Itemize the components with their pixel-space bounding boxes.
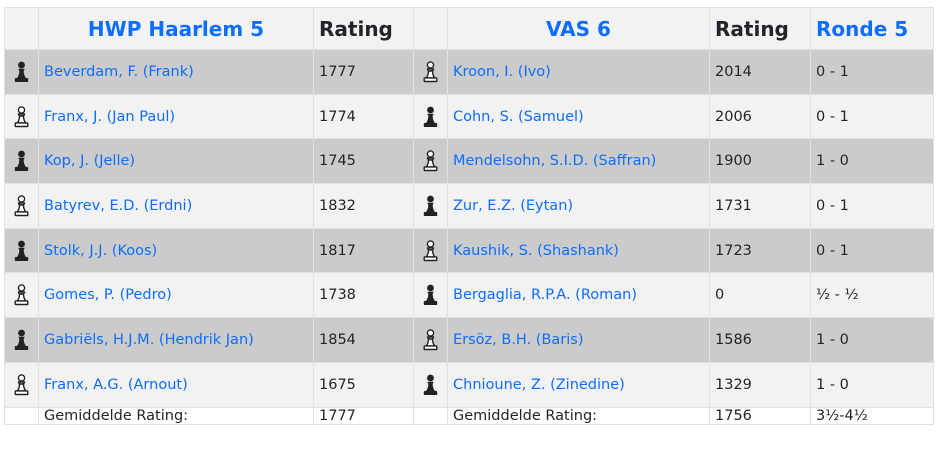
table-row: Batyrev, E.D. (Erdni) 1832 Zur, E.Z. (Eyta…	[4, 183, 934, 229]
table-row: Kop, J. (Jelle) 1745 Mendelsohn, S.I.D. (S…	[4, 138, 934, 185]
home-player-link[interactable]: Gomes, P. (Pedro)	[44, 287, 172, 304]
results-body: Beverdam, F. (Frank) 1777 Kroon, I. (Ivo) 2…	[4, 49, 934, 408]
away-player-cell: Kroon, I. (Ivo)	[447, 49, 710, 95]
away-player-link[interactable]: Bergaglia, R.P.A. (Roman)	[453, 287, 637, 304]
home-team-title[interactable]: HWP Haarlem 5	[38, 7, 314, 50]
home-player-cell: Stolk, J.J. (Koos)	[38, 227, 314, 274]
footer-spacer	[413, 406, 448, 425]
game-result: 0 - 1	[810, 93, 934, 140]
game-result: ½ - ½	[810, 272, 934, 319]
home-player-rating: 1832	[313, 183, 414, 229]
white-pawn-icon	[4, 93, 39, 140]
round-link[interactable]: Ronde 5	[810, 7, 934, 50]
home-average-label: Gemiddelde Rating:	[38, 406, 314, 425]
home-player-cell: Gomes, P. (Pedro)	[38, 272, 314, 319]
away-player-link[interactable]: Chnioune, Z. (Zinedine)	[453, 376, 625, 393]
black-pawn-icon	[4, 227, 39, 274]
home-player-rating: 1777	[313, 49, 414, 95]
away-player-rating: 1900	[709, 138, 811, 185]
home-player-rating: 1774	[313, 93, 414, 140]
away-average-label: Gemiddelde Rating:	[447, 406, 710, 425]
home-player-link[interactable]: Stolk, J.J. (Koos)	[44, 242, 158, 259]
away-player-rating: 2006	[709, 93, 811, 140]
home-player-rating: 1817	[313, 227, 414, 274]
header-row: HWP Haarlem 5 Rating VAS 6 Rating Ronde …	[4, 7, 934, 50]
home-player-link[interactable]: Franx, A.G. (Arnout)	[44, 376, 188, 393]
home-player-cell: Batyrev, E.D. (Erdni)	[38, 183, 314, 229]
black-pawn-icon	[413, 361, 448, 408]
away-rating-header: Rating	[709, 7, 811, 50]
header-spacer	[4, 7, 39, 50]
away-player-rating: 1723	[709, 227, 811, 274]
away-player-link[interactable]: Cohn, S. (Samuel)	[453, 108, 584, 125]
black-pawn-icon	[4, 317, 39, 363]
home-player-cell: Franx, J. (Jan Paul)	[38, 93, 314, 140]
table-row: Franx, J. (Jan Paul) 1774 Cohn, S. (Samuel…	[4, 93, 934, 140]
home-average-rating: 1777	[313, 406, 414, 425]
home-player-cell: Franx, A.G. (Arnout)	[38, 361, 314, 408]
away-player-rating: 1586	[709, 317, 811, 363]
home-player-rating: 1745	[313, 138, 414, 185]
away-player-link[interactable]: Kroon, I. (Ivo)	[453, 63, 551, 80]
away-player-cell: Cohn, S. (Samuel)	[447, 93, 710, 140]
home-player-rating: 1854	[313, 317, 414, 363]
white-pawn-icon	[413, 227, 448, 274]
table-row: Beverdam, F. (Frank) 1777 Kroon, I. (Ivo) 2…	[4, 49, 934, 95]
away-player-link[interactable]: Kaushik, S. (Shashank)	[453, 242, 619, 259]
table-row: Stolk, J.J. (Koos) 1817 Kaushik, S. (Shash…	[4, 227, 934, 274]
away-player-cell: Zur, E.Z. (Eytan)	[447, 183, 710, 229]
white-pawn-icon	[4, 183, 39, 229]
white-pawn-icon	[413, 138, 448, 185]
away-player-cell: Chnioune, Z. (Zinedine)	[447, 361, 710, 408]
black-pawn-icon	[413, 183, 448, 229]
away-team-title[interactable]: VAS 6	[447, 7, 710, 50]
home-player-link[interactable]: Beverdam, F. (Frank)	[44, 63, 194, 80]
away-player-cell: Bergaglia, R.P.A. (Roman)	[447, 272, 710, 319]
home-player-link[interactable]: Kop, J. (Jelle)	[44, 153, 136, 170]
game-result: 1 - 0	[810, 138, 934, 185]
game-result: 0 - 1	[810, 49, 934, 95]
game-result: 1 - 0	[810, 361, 934, 408]
home-player-link[interactable]: Gabriëls, H.J.M. (Hendrik Jan)	[44, 331, 254, 348]
away-player-rating: 2014	[709, 49, 811, 95]
home-player-link[interactable]: Franx, J. (Jan Paul)	[44, 108, 176, 125]
white-pawn-icon	[4, 361, 39, 408]
away-player-rating: 1329	[709, 361, 811, 408]
home-player-cell: Kop, J. (Jelle)	[38, 138, 314, 185]
away-player-cell: Mendelsohn, S.I.D. (Saffran)	[447, 138, 710, 185]
table-row: Franx, A.G. (Arnout) 1675 Chnioune, Z. (Zi…	[4, 361, 934, 408]
white-pawn-icon	[413, 49, 448, 95]
table-row: Gabriëls, H.J.M. (Hendrik Jan) 1854 Ersöz,…	[4, 317, 934, 363]
away-player-link[interactable]: Mendelsohn, S.I.D. (Saffran)	[453, 153, 657, 170]
game-result: 0 - 1	[810, 183, 934, 229]
white-pawn-icon	[413, 317, 448, 363]
home-player-link[interactable]: Batyrev, E.D. (Erdni)	[44, 197, 193, 214]
away-player-rating: 0	[709, 272, 811, 319]
home-player-cell: Beverdam, F. (Frank)	[38, 49, 314, 95]
away-player-cell: Ersöz, B.H. (Baris)	[447, 317, 710, 363]
home-player-rating: 1675	[313, 361, 414, 408]
black-pawn-icon	[4, 138, 39, 185]
header-spacer	[413, 7, 448, 50]
footer-spacer	[4, 406, 39, 425]
white-pawn-icon	[4, 272, 39, 319]
home-player-rating: 1738	[313, 272, 414, 319]
black-pawn-icon	[4, 49, 39, 95]
away-player-cell: Kaushik, S. (Shashank)	[447, 227, 710, 274]
home-rating-header: Rating	[313, 7, 414, 50]
table-row: Gomes, P. (Pedro) 1738 Bergaglia, R.P.A. (…	[4, 272, 934, 319]
black-pawn-icon	[413, 93, 448, 140]
home-player-cell: Gabriëls, H.J.M. (Hendrik Jan)	[38, 317, 314, 363]
away-average-rating: 1756	[709, 406, 811, 425]
average-row: Gemiddelde Rating: 1777 Gemiddelde Ratin…	[4, 406, 934, 425]
away-player-link[interactable]: Zur, E.Z. (Eytan)	[453, 197, 574, 214]
game-result: 1 - 0	[810, 317, 934, 363]
match-results-table: HWP Haarlem 5 Rating VAS 6 Rating Ronde …	[4, 7, 934, 425]
black-pawn-icon	[413, 272, 448, 319]
away-player-rating: 1731	[709, 183, 811, 229]
game-result: 0 - 1	[810, 227, 934, 274]
away-player-link[interactable]: Ersöz, B.H. (Baris)	[453, 331, 584, 348]
total-score: 3½-4½	[810, 406, 934, 425]
